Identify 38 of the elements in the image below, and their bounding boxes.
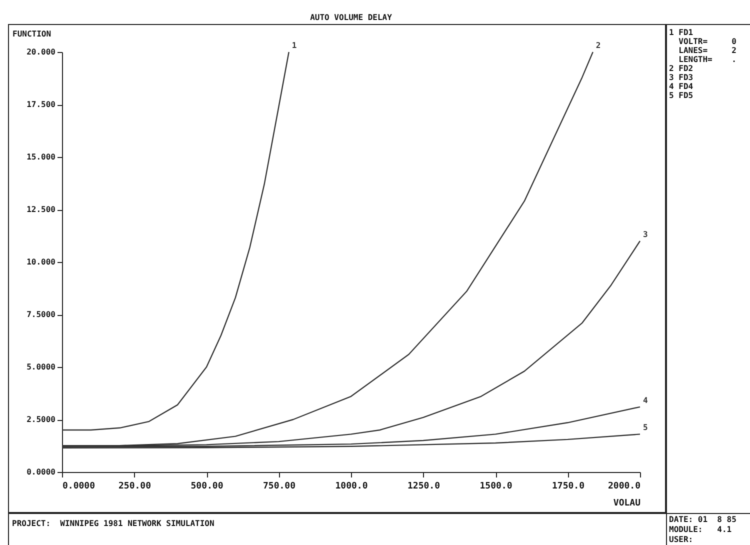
x-tick-label: 1000.0 bbox=[335, 482, 368, 492]
y-tick-label: 5.0000 bbox=[26, 362, 56, 372]
x-tick-label: 1500.0 bbox=[480, 482, 512, 492]
text: 1 FD1 bbox=[669, 28, 694, 37]
text: PROJECT: WINNIPEG 1981 NETWORK SIMULATION bbox=[12, 519, 214, 528]
y-tick-label: 15.000 bbox=[26, 152, 56, 162]
y-axis-title: FUNCTION bbox=[12, 30, 52, 38]
y-tick-label: 20.000 bbox=[26, 48, 56, 56]
x-tick-label: 2000.0 bbox=[608, 482, 640, 492]
series-label: 4 bbox=[643, 396, 648, 405]
text: 3 FD3 bbox=[669, 73, 694, 82]
series-label: 1 bbox=[292, 41, 297, 50]
chart-title: AUTO VOLUME DELAY bbox=[310, 13, 392, 22]
series-label: 3 bbox=[643, 230, 648, 239]
y-tick-label: 7.5000 bbox=[26, 310, 56, 319]
x-axis-title: VOLAU bbox=[613, 498, 640, 508]
x-tick-label: 500.00 bbox=[190, 482, 224, 492]
series-label: 5 bbox=[643, 423, 648, 432]
text: 2 FD2 bbox=[669, 64, 694, 73]
text: MODULE: 4.1 bbox=[669, 525, 732, 534]
x-tick-label: 250.00 bbox=[118, 482, 152, 492]
text: 5 FD5 bbox=[669, 91, 694, 100]
y-tick-label: 12.500 bbox=[26, 205, 56, 214]
y-tick-label: 0.0000 bbox=[26, 468, 56, 476]
x-tick-label: 0.0000 bbox=[62, 482, 96, 492]
y-tick-label: 10.000 bbox=[26, 258, 56, 266]
x-tick-label: 1250.0 bbox=[407, 482, 440, 492]
text: DATE: 01 8 85 bbox=[669, 515, 736, 524]
text: USER: bbox=[669, 535, 694, 544]
x-tick-label: 1750.0 bbox=[552, 482, 585, 492]
text: LENGTH= . bbox=[678, 55, 736, 64]
text: VOLTR= 0 bbox=[678, 37, 736, 46]
x-tick-label: 750.00 bbox=[262, 482, 296, 492]
y-tick-label: 2.5000 bbox=[26, 415, 56, 424]
text: LANES= 2 bbox=[678, 46, 736, 55]
series-label: 2 bbox=[596, 41, 601, 50]
y-tick-label: 17.500 bbox=[26, 100, 56, 109]
text: 4 FD4 bbox=[669, 82, 694, 91]
